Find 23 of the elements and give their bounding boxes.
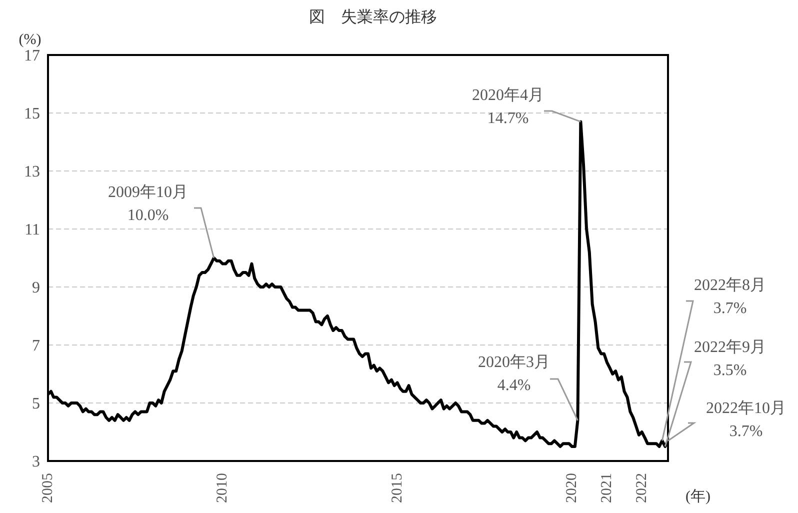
chart-title: 図 失業率の推移 xyxy=(309,8,437,26)
y-tick-label: 5 xyxy=(32,396,40,413)
x-axis-title: (年) xyxy=(686,488,710,505)
y-tick-label: 7 xyxy=(32,338,40,355)
x-tick-label: 2022 xyxy=(634,473,650,503)
annotation: 2022年8月 3.7% xyxy=(694,277,766,317)
x-tick-label: 2015 xyxy=(389,473,406,503)
annotation: 2022年10月 3.7% xyxy=(706,400,786,440)
x-tick-label: 2020 xyxy=(564,473,580,503)
y-tick-label: 17 xyxy=(24,48,40,65)
y-tick-label: 15 xyxy=(24,106,40,123)
y-tick-label: 3 xyxy=(32,454,40,471)
x-tick-label: 2021 xyxy=(598,473,615,503)
annotation: 2020年3月 4.4% xyxy=(478,354,550,394)
y-tick-label: 13 xyxy=(24,164,40,181)
x-tick-label: 2010 xyxy=(214,473,231,503)
y-axis-title: (%) xyxy=(18,32,42,48)
x-tick-label: 2005 xyxy=(40,473,56,503)
y-tick-label: 11 xyxy=(24,222,40,239)
y-tick-label: 9 xyxy=(32,280,40,297)
annotation: 2022年9月 3.5% xyxy=(694,339,766,379)
annotation: 2009年10月 10.0% xyxy=(108,184,188,224)
annotation: 2020年4月 14.7% xyxy=(472,87,544,127)
